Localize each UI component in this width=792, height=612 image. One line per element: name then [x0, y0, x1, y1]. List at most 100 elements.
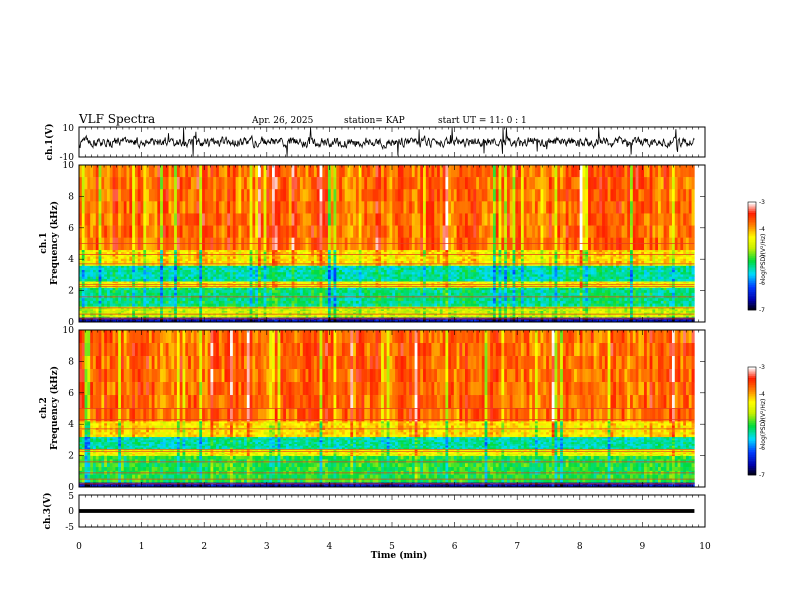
ch1-spectrogram-cell: [406, 301, 409, 304]
ch1-spectrogram-cell: [487, 293, 490, 296]
ch1-spectrogram-cell: [308, 316, 311, 318]
ch1-spectrogram-cell: [171, 316, 174, 318]
ch1-spectrogram-cell: [479, 316, 482, 318]
ch1-spectrogram-cell: [275, 298, 278, 301]
ch1-spectrogram-cell: [434, 304, 437, 307]
ch1-spectrogram-cell: [518, 287, 521, 290]
ch1-spectrogram-cell: [210, 316, 213, 318]
ch1-spectrogram-cell: [605, 293, 608, 296]
ch1-spectrogram-cell: [636, 316, 639, 318]
ch1-spectrogram-cell: [202, 290, 205, 293]
ch1-spectrogram-cell: [443, 287, 446, 290]
ch1-spectrogram-cell: [188, 287, 191, 290]
ch1-spectrogram-cell: [275, 293, 278, 296]
ch1-spectrogram-cell: [350, 301, 353, 304]
ch1-spectrogram-cell: [160, 316, 163, 318]
ch1-spectrogram-cell: [85, 287, 88, 290]
ch1-spectrogram-cell: [619, 316, 622, 318]
ch1-spectrogram-cell: [306, 287, 309, 290]
ch1-spectrogram-cell: [552, 304, 555, 307]
ch1-spectrogram-cell: [445, 293, 448, 296]
ch1-spectrogram-cell: [448, 298, 451, 301]
ch1-spectrogram-cell: [104, 304, 107, 307]
ch1-spectrogram-cell: [582, 287, 585, 290]
ch1-spectrogram-cell: [473, 301, 476, 304]
ch1-spectrogram-cell: [364, 301, 367, 304]
ch1-spectrogram-cell: [429, 287, 432, 290]
ch1-spectrogram-cell: [630, 287, 633, 290]
ch1-spectrogram-cell: [448, 293, 451, 296]
ch1-spectrogram-cell: [389, 290, 392, 293]
ch1-spectrogram-cell: [292, 304, 295, 307]
ch1-spectrogram-cell: [535, 316, 538, 318]
ch1-spectrogram-cell: [669, 304, 672, 307]
ch1-spectrogram-cell: [202, 293, 205, 296]
ch1-spectrogram-cell: [661, 298, 664, 301]
ch1-spectrogram-cell: [568, 287, 571, 290]
ch1-spectrogram-cell: [392, 316, 395, 318]
ch1-spectrogram-cell: [278, 290, 281, 293]
ch1-spectrogram-cell: [571, 290, 574, 293]
ch1-spectrogram-cell: [258, 293, 261, 296]
ch1-spectrogram-cell: [107, 287, 110, 290]
ch1-spectrogram-cell: [647, 316, 650, 318]
ch1-spectrogram-cell: [300, 304, 303, 307]
ch1-spectrogram-cell: [367, 301, 370, 304]
ch1-spectrogram-cell: [196, 316, 199, 318]
ch1-spectrogram-cell: [672, 298, 675, 301]
ch1-spectrogram-cell: [269, 290, 272, 293]
ch1-spectrogram-cell: [655, 316, 658, 318]
ch1-spectrogram-cell: [594, 293, 597, 296]
ch1-spectrogram-cell: [115, 287, 118, 290]
ch1-spectrogram-cell: [563, 298, 566, 301]
ch1-spectrogram-cell: [596, 287, 599, 290]
ch1-spectrogram-cell: [555, 301, 558, 304]
date-label: Apr. 26, 2025: [251, 116, 314, 126]
ch1-spectrogram-cell: [152, 316, 155, 318]
ch1-spectrogram-cell: [636, 290, 639, 293]
ch1-spectrogram-cell: [135, 304, 138, 307]
ch1-spectrogram-cell: [252, 293, 255, 296]
ch1-spectrogram-cell: [641, 304, 644, 307]
ch1-spectrogram-cell: [373, 290, 376, 293]
ch1-spectrogram-cell: [163, 287, 166, 290]
ch1-spectrogram-cell: [605, 304, 608, 307]
ch1-spectrogram-cell: [417, 304, 420, 307]
ch1-spectrogram-cell: [300, 301, 303, 304]
ch1-spectrogram-cell: [241, 304, 244, 307]
ch1-spectrogram-cell: [563, 316, 566, 318]
ch1-spectrogram-cell: [194, 290, 197, 293]
ch1-spectrogram-cell: [563, 301, 566, 304]
ch1-spectrogram-cell: [658, 293, 661, 296]
ch1-spectrogram-cell: [616, 304, 619, 307]
ch1-spectrogram-cell: [205, 293, 208, 296]
ch1-spectrogram-cell: [462, 290, 465, 293]
ch1-spectrogram-cell: [680, 287, 683, 290]
ch1-spectrogram-cell: [297, 301, 300, 304]
ch1-spectrogram-cell: [655, 290, 658, 293]
ch1-spectrogram-cell: [222, 293, 225, 296]
ch1-spectrogram-cell: [392, 301, 395, 304]
ch1-spectrogram-cell: [568, 293, 571, 296]
ch1-spectrogram-cell: [490, 293, 493, 296]
ch1-spectrogram-cell: [476, 316, 479, 318]
ch1-spectrogram-cell: [403, 316, 406, 318]
ch1-spectrogram-cell: [314, 316, 317, 318]
ch1-spectrogram-cell: [451, 316, 454, 318]
ch1-spectrogram-cell: [196, 287, 199, 290]
ch1-spectrogram-cell: [401, 304, 404, 307]
ch1-spectrogram-cell: [331, 287, 334, 290]
ch1-spectrogram-cell: [85, 290, 88, 293]
ch1-spectrogram-cell: [311, 298, 314, 301]
ch1-spectrogram-cell: [129, 316, 132, 318]
ch1-spectrogram-cell: [208, 298, 211, 301]
ch1-spectrogram-cell: [143, 301, 146, 304]
ch1-spectrogram-cell: [375, 287, 378, 290]
ch1-spectrogram-cell: [252, 290, 255, 293]
ch1-spectrogram-cell: [378, 316, 381, 318]
ch1-spectrogram-cell: [169, 304, 172, 307]
ch1-spectrogram-cell: [664, 293, 667, 296]
ch1-spectrogram-cell: [149, 298, 152, 301]
ch1-spectrogram-cell: [468, 298, 471, 301]
ch1-spectrogram-cell: [658, 290, 661, 293]
